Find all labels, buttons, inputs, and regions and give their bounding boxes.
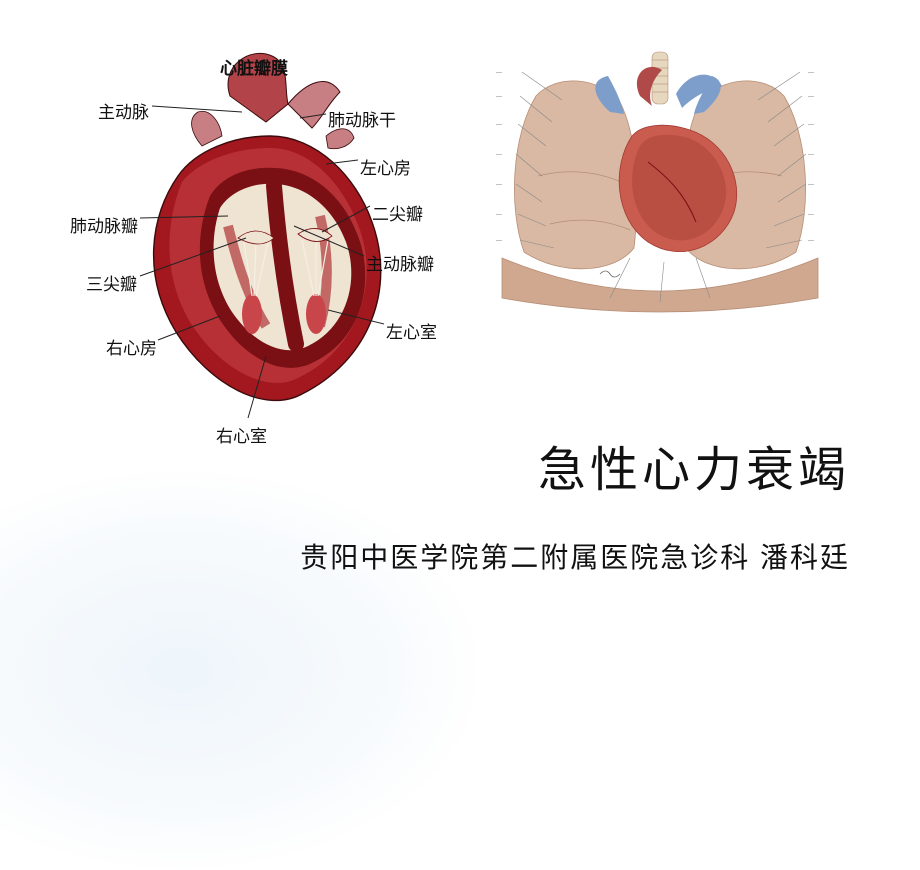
svg-text:—: —	[496, 122, 502, 128]
slide-subtitle: 贵阳中医学院第二附属医院急诊科 潘科廷	[300, 536, 850, 576]
label-pulmonary-trunk: 肺动脉干	[328, 106, 396, 131]
heart-caption: 心脏瓣膜	[220, 54, 288, 79]
label-mitral-valve: 二尖瓣	[372, 200, 423, 225]
svg-text:—: —	[808, 238, 814, 244]
svg-text:—: —	[808, 152, 814, 158]
svg-text:—: —	[496, 238, 502, 244]
heart-valve-diagram: 心脏瓣膜 主动脉 肺动脉干 左心房 二尖瓣 主动脉瓣 左心室 肺动脉瓣 三尖瓣 …	[70, 26, 450, 436]
svg-text:—: —	[808, 122, 814, 128]
label-aorta: 主动脉	[98, 98, 149, 123]
thorax-anterior-diagram: — — — — — — — — — — — — — —	[490, 26, 830, 326]
label-right-ventricle: 右心室	[216, 422, 267, 447]
svg-text:—: —	[496, 212, 502, 218]
svg-text:—: —	[496, 152, 502, 158]
label-pulmonary-valve: 肺动脉瓣	[70, 212, 138, 237]
label-left-ventricle: 左心室	[386, 318, 437, 343]
label-left-atrium: 左心房	[360, 154, 411, 179]
svg-text:—: —	[496, 94, 502, 100]
label-right-atrium: 右心房	[106, 334, 157, 359]
svg-text:—: —	[496, 182, 502, 188]
thorax-svg: — — — — — — — — — — — — — —	[490, 26, 830, 326]
images-row: 心脏瓣膜 主动脉 肺动脉干 左心房 二尖瓣 主动脉瓣 左心室 肺动脉瓣 三尖瓣 …	[70, 26, 830, 436]
title-block: 急性心力衰竭 贵阳中医学院第二附属医院急诊科 潘科廷	[300, 430, 850, 576]
slide-title: 急性心力衰竭	[300, 430, 850, 500]
svg-text:—: —	[496, 70, 502, 76]
label-tricuspid-valve: 三尖瓣	[86, 270, 137, 295]
svg-text:—: —	[808, 94, 814, 100]
label-aortic-valve: 主动脉瓣	[366, 250, 434, 275]
svg-text:—: —	[808, 70, 814, 76]
svg-text:—: —	[808, 212, 814, 218]
svg-text:—: —	[808, 182, 814, 188]
